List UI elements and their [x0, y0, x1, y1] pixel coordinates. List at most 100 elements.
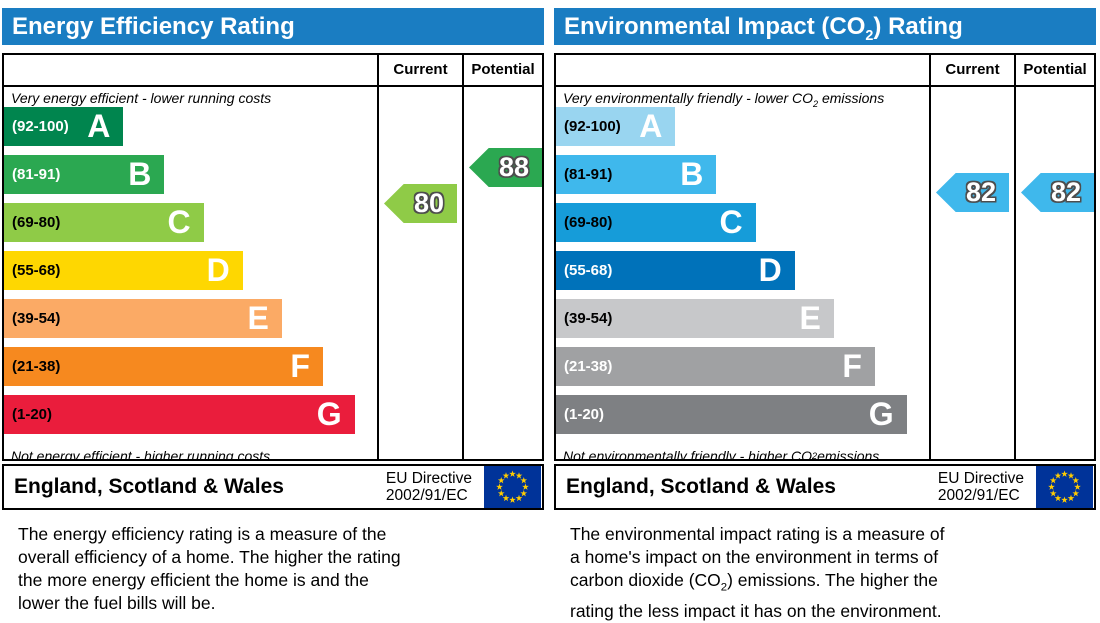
- band-c-letter: C: [719, 204, 743, 240]
- chart-column-headers: Current Potential: [4, 55, 542, 87]
- rating-scale: Very energy efficient - lower running co…: [4, 87, 377, 459]
- description-line: lower the fuel bills will be.: [18, 593, 216, 613]
- band-g-range: (1-20): [564, 406, 605, 423]
- band-row-f: (21-38) F: [556, 347, 929, 386]
- band-a: (92-100) A: [4, 107, 124, 146]
- band-f: (21-38) F: [4, 347, 323, 386]
- region-label: England, Scotland & Wales: [566, 475, 836, 498]
- eu-directive-line2: 2002/91/EC: [937, 487, 1020, 504]
- band-row-a: (92-100) A: [556, 107, 929, 146]
- band-c-letter: C: [167, 204, 191, 240]
- band-a-range: (92-100): [564, 118, 621, 135]
- environmental-impact-chart: Current Potential Very environmentally f…: [554, 53, 1096, 461]
- band-row-b: (81-91) B: [4, 155, 377, 194]
- band-row-c: (69-80) C: [556, 203, 929, 242]
- band-a-letter: A: [639, 108, 663, 144]
- band-g-letter: G: [868, 396, 894, 432]
- eu-directive-label: EU Directive 2002/91/EC: [386, 470, 484, 505]
- band-a: (92-100) A: [556, 107, 676, 146]
- band-d-letter: D: [758, 252, 782, 288]
- environmental-impact-panel: Environmental Impact (CO2) Rating Curren…: [554, 8, 1096, 623]
- description-line: The environmental impact rating is a mea…: [570, 524, 945, 544]
- band-b-range: (81-91): [564, 166, 613, 183]
- current-rating-value: 82: [965, 177, 997, 207]
- band-b: (81-91) B: [4, 155, 165, 194]
- band-row-c: (69-80) C: [4, 203, 377, 242]
- band-b: (81-91) B: [556, 155, 717, 194]
- chart-body: Very environmentally friendly - lower CO…: [556, 87, 1094, 459]
- band-d-range: (55-68): [564, 262, 613, 279]
- description-line: The energy efficiency rating is a measur…: [18, 524, 387, 544]
- current-rating-value: 80: [413, 188, 445, 218]
- band-row-d: (55-68) D: [4, 251, 377, 290]
- chart-body: Very energy efficient - lower running co…: [4, 87, 542, 459]
- potential-column-header: Potential: [1014, 55, 1094, 85]
- jurisdiction-footer: England, Scotland & Wales EU Directive 2…: [554, 464, 1096, 510]
- band-g-letter: G: [316, 396, 342, 432]
- band-a-range: (92-100): [12, 118, 69, 135]
- potential-rating-value: 82: [1050, 177, 1082, 207]
- scale-column-spacer: [4, 55, 377, 85]
- band-d-letter: D: [206, 252, 230, 288]
- top-note: Very energy efficient - lower running co…: [11, 90, 272, 106]
- band-e: (39-54) E: [4, 299, 282, 338]
- band-d: (55-68) D: [556, 251, 795, 290]
- energy-efficiency-panel: Energy Efficiency Rating Current Potenti…: [2, 8, 544, 623]
- description-line: the more energy efficient the home is an…: [18, 570, 369, 590]
- current-column-header: Current: [377, 55, 462, 85]
- band-c: (69-80) C: [556, 203, 756, 242]
- description-line: carbon dioxide (CO2) emissions. The high…: [570, 570, 938, 594]
- band-b-letter: B: [128, 156, 152, 192]
- band-row-f: (21-38) F: [4, 347, 377, 386]
- eu-directive-line1: EU Directive: [385, 469, 472, 487]
- band-g: (1-20) G: [4, 395, 355, 434]
- bottom-note: Not energy efficient - higher running co…: [11, 447, 271, 460]
- band-row-d: (55-68) D: [556, 251, 929, 290]
- band-c: (69-80) C: [4, 203, 204, 242]
- eu-directive-line2: 2002/91/EC: [385, 487, 468, 504]
- current-column: [377, 87, 462, 459]
- potential-column: [1014, 87, 1094, 459]
- band-g: (1-20) G: [556, 395, 907, 434]
- rating-scale: Very environmentally friendly - lower CO…: [556, 87, 929, 459]
- region-label: England, Scotland & Wales: [14, 475, 284, 498]
- band-e-range: (39-54): [564, 310, 613, 327]
- band-row-b: (81-91) B: [556, 155, 929, 194]
- band-c-range: (69-80): [564, 214, 613, 231]
- eu-flag-icon: [484, 466, 541, 508]
- energy-efficiency-chart: Current Potential Very energy efficient …: [2, 53, 544, 461]
- potential-column: [462, 87, 542, 459]
- description-line: a home's impact on the environment in te…: [570, 547, 939, 567]
- band-e: (39-54) E: [556, 299, 834, 338]
- band-f-letter: F: [290, 348, 310, 384]
- bottom-note: Not environmentally friendly - higher CO…: [563, 447, 880, 460]
- environmental-impact-title: Environmental Impact (CO2) Rating: [554, 8, 1096, 45]
- band-row-e: (39-54) E: [4, 299, 377, 338]
- energy-efficiency-description: The energy efficiency rating is a measur…: [2, 523, 544, 615]
- band-e-letter: E: [799, 300, 821, 336]
- band-e-letter: E: [247, 300, 269, 336]
- scale-column-spacer: [556, 55, 929, 85]
- band-f-range: (21-38): [12, 358, 61, 375]
- current-column: [929, 87, 1014, 459]
- chart-column-headers: Current Potential: [556, 55, 1094, 87]
- environmental-impact-description: The environmental impact rating is a mea…: [554, 523, 1096, 623]
- band-row-e: (39-54) E: [556, 299, 929, 338]
- eu-directive-line1: EU Directive: [937, 469, 1024, 487]
- potential-rating-value: 88: [498, 152, 530, 182]
- top-note: Very environmentally friendly - lower CO…: [563, 90, 885, 109]
- band-f-range: (21-38): [564, 358, 613, 375]
- band-c-range: (69-80): [12, 214, 61, 231]
- band-e-range: (39-54): [12, 310, 61, 327]
- band-f-letter: F: [842, 348, 862, 384]
- band-g-range: (1-20): [12, 406, 53, 423]
- jurisdiction-footer: England, Scotland & Wales EU Directive 2…: [2, 464, 544, 510]
- band-d: (55-68) D: [4, 251, 243, 290]
- current-column-header: Current: [929, 55, 1014, 85]
- energy-efficiency-title: Energy Efficiency Rating: [2, 8, 544, 45]
- band-b-letter: B: [680, 156, 704, 192]
- band-b-range: (81-91): [12, 166, 61, 183]
- potential-column-header: Potential: [462, 55, 542, 85]
- band-row-a: (92-100) A: [4, 107, 377, 146]
